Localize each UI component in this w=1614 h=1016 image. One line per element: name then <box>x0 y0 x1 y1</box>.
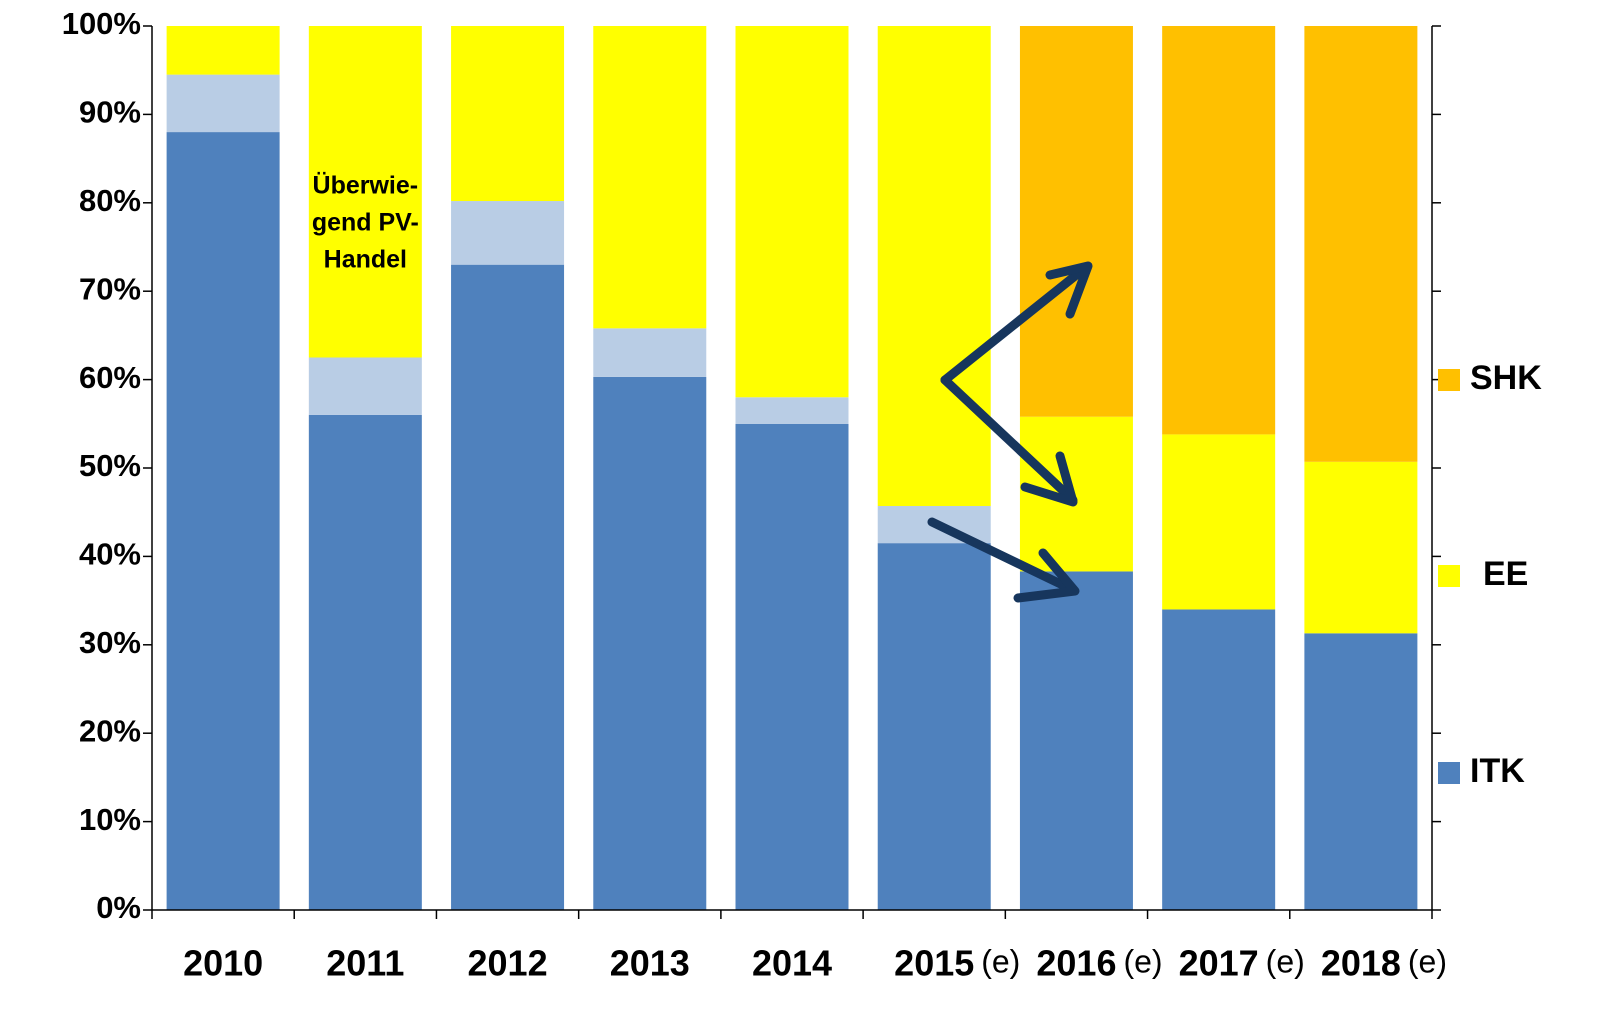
legend-swatch <box>1438 762 1460 784</box>
bar-segment <box>735 26 849 398</box>
bar-segment <box>877 26 991 507</box>
arrow <box>940 263 1090 385</box>
arrow-head <box>1013 548 1080 603</box>
bar-segment <box>166 132 280 910</box>
x-tick-label: 2015 <box>894 943 974 984</box>
legend-swatch <box>1438 565 1460 587</box>
x-tick-label: 2017 <box>1179 943 1259 984</box>
x-tick-label: 2016 <box>1036 943 1116 984</box>
x-tick-label: 2013 <box>610 943 690 984</box>
bar-segment <box>1162 434 1276 610</box>
y-tick-label: 90% <box>79 95 141 130</box>
annotation: gend PV- <box>312 209 419 237</box>
bar-segment <box>308 414 422 910</box>
bar-segment <box>451 26 565 202</box>
y-tick-label: 100% <box>62 6 141 41</box>
y-tick-label: 40% <box>79 537 141 572</box>
bars <box>166 26 1418 910</box>
y-tick-label: 20% <box>79 713 141 748</box>
y-tick-label: 0% <box>96 890 141 925</box>
x-tick-note: (e) <box>1408 943 1447 979</box>
bar-segment <box>1019 26 1133 417</box>
bar-segment <box>593 26 707 329</box>
y-tick-label: 10% <box>79 802 141 837</box>
bar-segment <box>1304 633 1418 910</box>
annotation: Überwie- <box>313 171 419 200</box>
x-tick-label: 2014 <box>752 943 832 984</box>
bar-segment <box>1162 609 1276 910</box>
y-tick-label: 50% <box>79 448 141 483</box>
bar-segment <box>308 357 422 415</box>
bar-segment <box>166 26 280 75</box>
y-tick-label: 80% <box>79 183 141 218</box>
bar-segment <box>735 397 849 424</box>
x-tick-label: 2011 <box>326 943 404 984</box>
x-tick-label: 2018 <box>1321 943 1401 984</box>
bar-segment <box>308 26 422 358</box>
bar-segment <box>735 423 849 910</box>
bar-segment <box>593 328 707 377</box>
y-tick-label: 70% <box>79 271 141 306</box>
bar-segment <box>166 74 280 133</box>
bar-segment <box>593 376 707 910</box>
x-tick-note: (e) <box>981 943 1020 979</box>
bar-segment <box>1162 26 1276 435</box>
x-tick-note: (e) <box>1266 943 1305 979</box>
bar-segment <box>877 543 991 910</box>
x-tick-label: 2012 <box>468 943 548 984</box>
arrow-head <box>1020 451 1078 507</box>
annotation: Handel <box>324 246 407 274</box>
bar-segment <box>1304 461 1418 634</box>
y-tick-label: 60% <box>79 360 141 395</box>
legend-label: SHK <box>1470 359 1542 397</box>
arrow <box>927 517 1078 595</box>
bar-segment <box>451 201 565 265</box>
arrow-head <box>1045 261 1093 319</box>
bar-segment <box>1304 26 1418 462</box>
bar-segment <box>1019 571 1133 910</box>
x-tick-note: (e) <box>1123 943 1162 979</box>
y-tick-label: 30% <box>79 625 141 660</box>
x-tick-label: 2010 <box>183 943 263 984</box>
arrows <box>927 261 1093 603</box>
legend-swatch <box>1438 369 1460 391</box>
bar-segment <box>451 264 565 910</box>
arrow <box>940 375 1078 505</box>
legend-label: EE <box>1483 555 1528 593</box>
legend-label: ITK <box>1470 752 1525 790</box>
